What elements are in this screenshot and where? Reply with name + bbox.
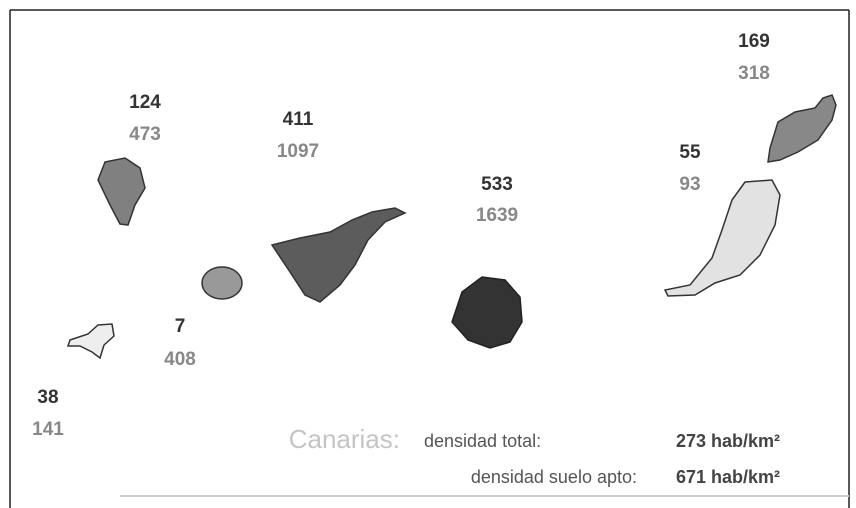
island-el-hierro — [66, 323, 115, 360]
summary-value: 671 hab/km² — [676, 467, 780, 487]
frame — [9, 9, 850, 508]
island-tenerife — [270, 207, 407, 303]
summary-value: 273 hab/km² — [676, 431, 780, 451]
summary-label: densidad suelo apto: — [471, 467, 637, 487]
density-suitable: 473 — [129, 124, 161, 145]
density-suitable: 141 — [32, 419, 64, 440]
island-fuerteventura — [663, 179, 781, 297]
density-total: 124 — [129, 92, 161, 113]
density-suitable: 1097 — [277, 141, 319, 162]
density-suitable: 93 — [679, 174, 700, 195]
summary-label: densidad total: — [424, 431, 541, 451]
island-la-palma — [97, 157, 146, 226]
density-suitable: 318 — [738, 63, 770, 84]
density-total: 7 — [175, 316, 186, 337]
island-lanzarote — [767, 94, 837, 163]
region-name: Canarias: — [289, 424, 400, 454]
density-total: 38 — [37, 387, 58, 408]
island-gran-canaria — [451, 276, 523, 349]
density-suitable: 1639 — [476, 205, 518, 226]
density-total: 55 — [679, 142, 701, 163]
density-total: 169 — [738, 31, 770, 52]
island-la-gomera — [201, 266, 243, 300]
density-total: 411 — [283, 109, 314, 130]
density-suitable: 408 — [164, 349, 196, 370]
density-total: 533 — [481, 174, 513, 195]
